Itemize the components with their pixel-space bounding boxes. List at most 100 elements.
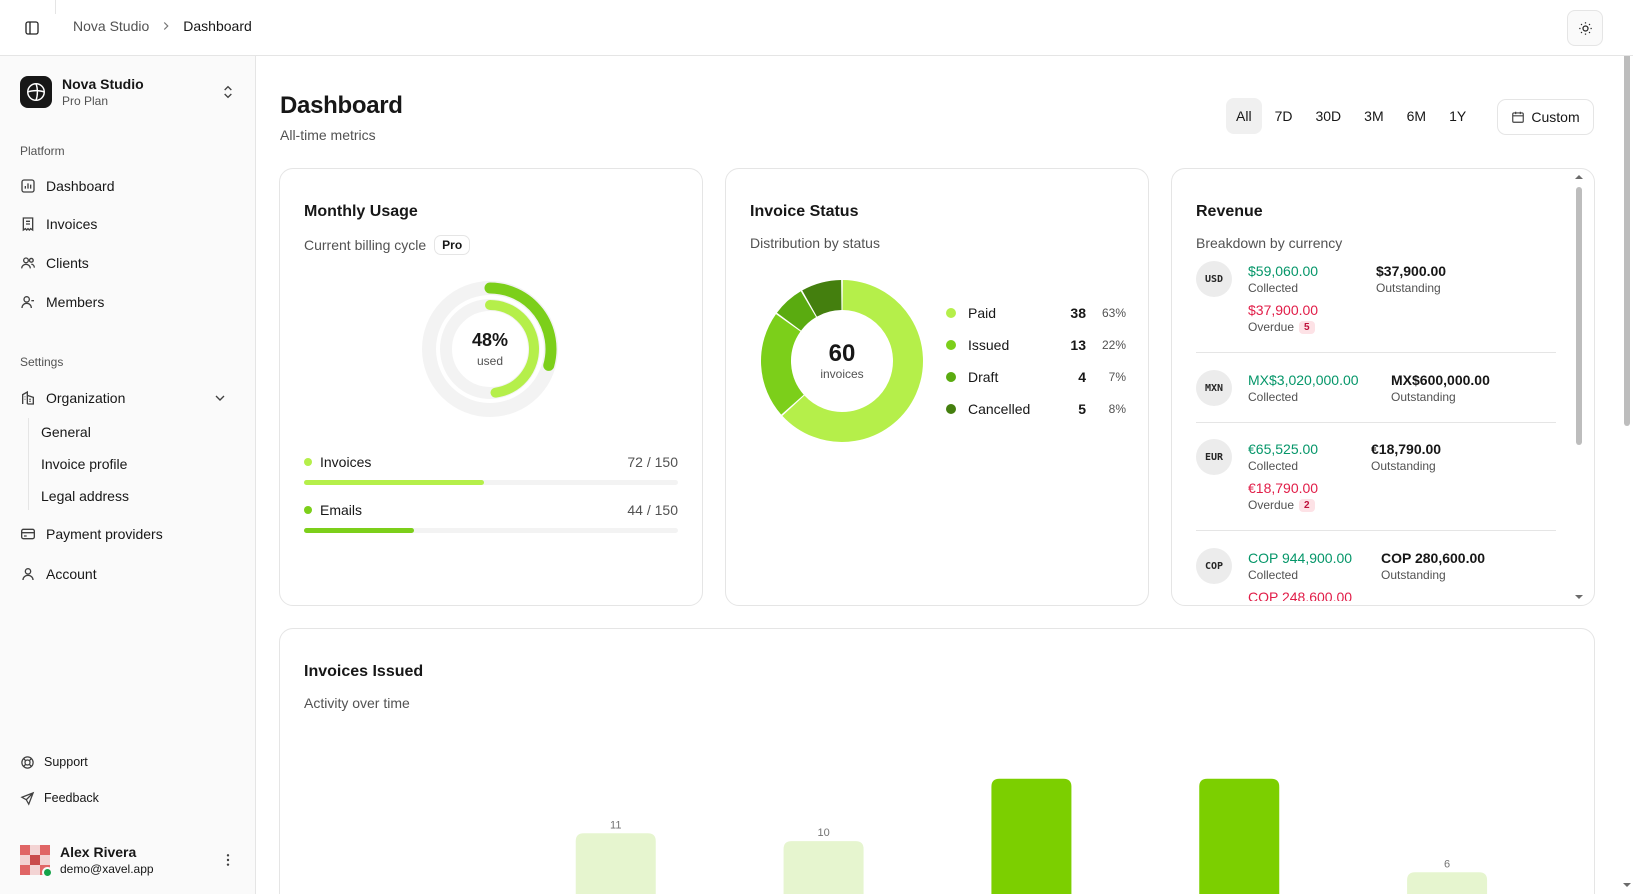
invoice-status-donut [761, 280, 923, 442]
range-3m[interactable]: 3M [1364, 108, 1384, 124]
bar-4[interactable] [1199, 778, 1280, 894]
user-menu[interactable]: Alex Rivera demo@xavel.app [14, 838, 242, 882]
collected-amount: MX$3,020,000.00 [1248, 372, 1359, 388]
collected-label: Collected [1248, 568, 1299, 582]
donut-center: 60 invoices [760, 279, 924, 443]
bar-5[interactable] [1407, 872, 1488, 894]
meter-emails: Emails 44 / 150 [304, 500, 678, 533]
page-scrollbar[interactable] [1621, 0, 1633, 894]
theme-toggle-button[interactable] [1567, 10, 1603, 46]
bar-label-5: 6 [1444, 858, 1450, 870]
sidebar-item-label: Account [46, 566, 97, 582]
card-title: Revenue [1196, 203, 1263, 220]
collected-label: Collected [1248, 459, 1299, 473]
breadcrumb-root[interactable]: Nova Studio [73, 18, 150, 34]
legend-name: Draft [968, 369, 999, 385]
overdue-amount: €18,790.00 [1248, 480, 1319, 496]
collected-amount: €65,525.00 [1248, 441, 1319, 457]
custom-range-button[interactable]: Custom [1497, 99, 1594, 135]
sidebar-item-label: Organization [46, 390, 126, 406]
range-1y[interactable]: 1Y [1449, 108, 1467, 124]
divider [1196, 352, 1556, 353]
chart-icon [21, 179, 35, 193]
sidebar-subitem-legal-address[interactable]: Legal address [41, 488, 129, 504]
divider [55, 0, 56, 14]
outstanding-label: Outstanding [1391, 390, 1456, 404]
overdue-amount: COP 248,600.00 [1248, 589, 1353, 601]
sidebar-item-members[interactable]: Members [14, 286, 242, 318]
org-switcher[interactable]: Nova Studio Pro Plan [14, 66, 242, 118]
donut-total: 60 [828, 340, 856, 367]
chevron-down-icon [215, 395, 225, 401]
range-6m[interactable]: 6M [1406, 108, 1427, 124]
calendar-icon [1512, 111, 1525, 123]
bar-1[interactable] [575, 833, 656, 894]
revenue-card: Revenue Breakdown by currency USD $59,06… [1171, 168, 1595, 606]
donut-slice-cancelled[interactable] [802, 280, 843, 317]
legend-count: 5 [1078, 401, 1086, 417]
sidebar-item-label: Clients [46, 255, 89, 271]
legend-count: 38 [1070, 305, 1086, 321]
outstanding-label: Outstanding [1381, 568, 1446, 582]
sidebar-item-payment-providers[interactable]: Payment providers [14, 518, 242, 550]
sidebar-item-feedback[interactable]: Feedback [14, 784, 105, 812]
chevron-right-icon [164, 22, 169, 30]
bar-3[interactable] [991, 778, 1072, 894]
sidebar-item-invoices[interactable]: Invoices [14, 208, 242, 240]
revenue-list: USD $59,060.00 Collected $37,900.00 Outs… [1196, 261, 1556, 601]
range-30d[interactable]: 30D [1315, 108, 1342, 124]
sidebar-subitem-general[interactable]: General [41, 424, 91, 440]
bar-label-1: 11 [610, 819, 621, 831]
meter-track [304, 528, 678, 533]
donut-slice-issued[interactable] [761, 314, 805, 415]
donut-slice-draft[interactable] [776, 291, 817, 332]
sidebar-item-account[interactable]: Account [14, 558, 242, 590]
legend-row-draft: Draft 4 7% [946, 361, 1126, 393]
bar-2[interactable] [783, 841, 864, 894]
usage-ring-chart [422, 281, 558, 417]
overdue-label: Overdue 2 [1248, 498, 1315, 512]
legend-name: Cancelled [968, 401, 1031, 417]
meter-fill [304, 528, 414, 533]
sidebar-item-clients[interactable]: Clients [14, 247, 242, 279]
legend-pct: 8% [1108, 402, 1126, 416]
status-legend: Paid 38 63% Issued 13 22% Draft 4 7% Can… [946, 297, 1126, 425]
collected-label: Collected [1248, 281, 1299, 295]
donut-slice-paid[interactable] [782, 280, 923, 442]
more-vertical-icon[interactable] [220, 852, 236, 868]
sidebar: Nova Studio Pro Plan Platform Dashboard … [0, 0, 256, 894]
sidebar-item-organization[interactable]: Organization [14, 382, 242, 414]
lifebuoy-icon [21, 755, 34, 769]
plan-badge: Pro [434, 235, 471, 255]
collected-amount: COP 944,900.00 [1248, 550, 1353, 566]
usage-ring-invoices [485, 300, 539, 398]
sidebar-item-label: Members [46, 294, 105, 310]
sidebar-item-dashboard[interactable]: Dashboard [14, 170, 242, 202]
online-status-dot [42, 867, 53, 878]
sidebar-item-support[interactable]: Support [14, 748, 94, 776]
revenue-scrollbar[interactable] [1573, 173, 1585, 601]
outstanding-amount: COP 280,600.00 [1381, 550, 1486, 566]
divider [1196, 422, 1556, 423]
meter-name: Emails [320, 502, 363, 518]
card-subtitle: Current billing cycle Pro [304, 235, 471, 255]
range-all[interactable]: All [1226, 98, 1262, 134]
user-email: demo@xavel.app [60, 861, 154, 876]
submenu-guide [28, 418, 29, 510]
legend-dot [946, 372, 956, 382]
overdue-text: Overdue [1248, 320, 1295, 334]
sidebar-toggle-button[interactable] [20, 16, 44, 40]
currency-badge: USD [1196, 261, 1232, 297]
legend-pct: 7% [1108, 370, 1126, 384]
outstanding-amount: €18,790.00 [1371, 441, 1442, 457]
overdue-amount: $37,900.00 [1248, 302, 1319, 318]
receipt-icon [22, 217, 34, 232]
org-logo-icon [20, 76, 52, 108]
range-7d[interactable]: 7D [1274, 108, 1293, 124]
sidebar-subitem-invoice-profile[interactable]: Invoice profile [41, 456, 128, 472]
invoice-status-card: Invoice Status Distribution by status 60… [725, 168, 1149, 606]
currency-badge: COP [1196, 548, 1232, 584]
usage-label: used [476, 354, 504, 368]
org-plan: Pro Plan [62, 94, 109, 108]
overdue-count-badge: 2 [1299, 498, 1315, 512]
